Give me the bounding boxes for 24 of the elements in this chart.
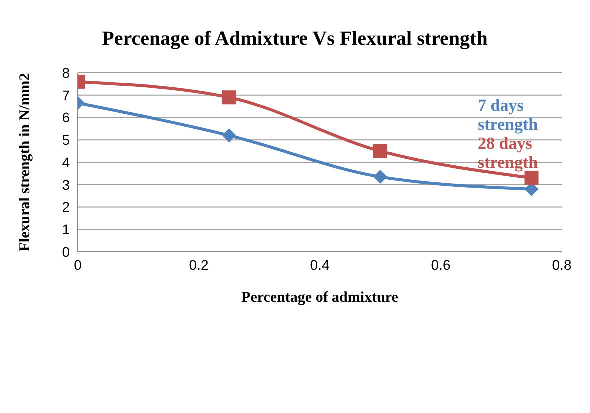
x-tick-label: 0.8 [552,256,572,273]
x-tick-label: 0.4 [310,256,330,273]
y-tick-label: 6 [62,110,70,126]
chart-title: Percenage of Admixture Vs Flexural strength [101,28,489,51]
x-tick-label: 0 [74,256,82,273]
point [222,128,236,143]
x-tick-label: 0.6 [431,256,451,273]
y-tick-label: 3 [62,176,70,193]
x-axis-title: Percentage of admixture [242,290,399,306]
x-tick-label: 0.2 [189,256,209,273]
y-axis-title: Flexural strength in N/mm2 [17,73,34,252]
point [374,144,388,158]
y-tick-label: 1 [62,222,70,238]
series-label: 28 days strength [478,134,540,172]
y-tick-label: 2 [62,199,70,216]
y-tick-label: 0 [62,244,70,260]
y-tick-label: 4 [62,154,70,170]
y-tick-label: 8 [62,64,70,81]
text: 7 days strength [478,96,540,134]
point [524,171,539,186]
point [374,170,388,184]
y-tick-label: 5 [62,132,70,148]
point [222,90,236,105]
y-tick-label: 7 [62,87,70,104]
